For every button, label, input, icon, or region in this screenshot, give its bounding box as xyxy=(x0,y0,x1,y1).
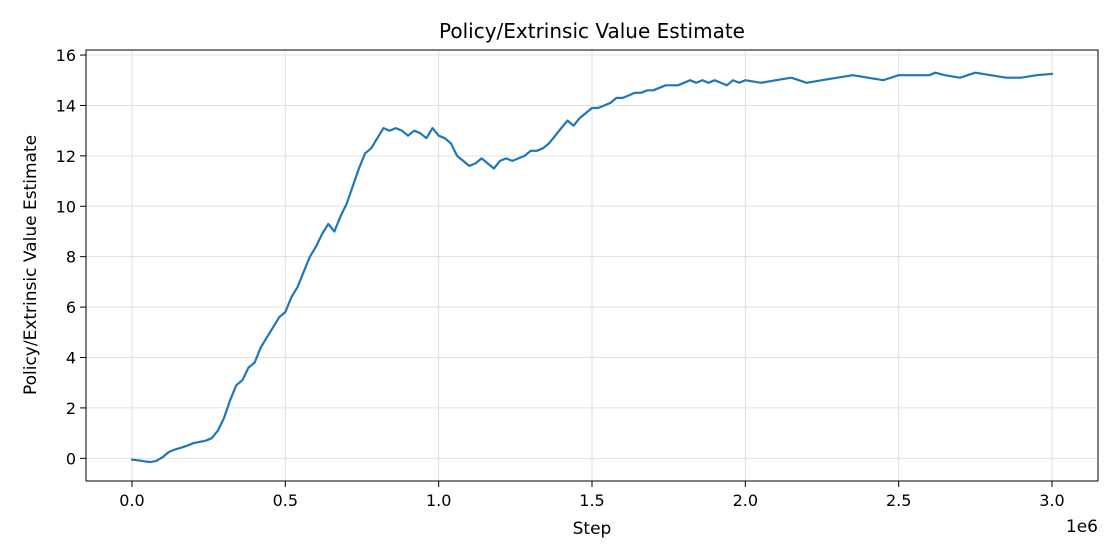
y-tick-label: 8 xyxy=(66,248,76,267)
y-tick-label: 14 xyxy=(56,96,76,115)
x-tick-label: 1.5 xyxy=(579,491,604,510)
chart-title: Policy/Extrinsic Value Estimate xyxy=(439,19,745,43)
grid xyxy=(86,50,1098,481)
series-line xyxy=(130,71,1054,464)
axis-ticks: 0.0 0.5 1.0 1.5 2.0 2.5 3.0 0 2 4 6 8 10 12 14 16 xyxy=(56,46,1065,510)
y-tick-label: 6 xyxy=(66,298,76,317)
x-tick-label: 3.0 xyxy=(1039,491,1064,510)
y-tick-label: 2 xyxy=(66,399,76,418)
x-tick-label: 1.0 xyxy=(426,491,451,510)
x-axis-offset-label: 1e6 xyxy=(1066,517,1098,537)
x-tick-label: 0.0 xyxy=(119,491,144,510)
y-tick-label: 12 xyxy=(56,147,76,166)
x-axis-label: Step xyxy=(573,519,612,539)
x-tick-label: 0.5 xyxy=(273,491,298,510)
y-axis-label: Policy/Extrinsic Value Estimate xyxy=(21,135,41,395)
y-tick-label: 16 xyxy=(56,46,76,65)
y-tick-label: 10 xyxy=(56,197,76,216)
x-tick-label: 2.5 xyxy=(886,491,911,510)
y-tick-label: 0 xyxy=(66,449,76,468)
x-tick-label: 2.0 xyxy=(733,491,758,510)
y-tick-label: 4 xyxy=(66,348,76,367)
